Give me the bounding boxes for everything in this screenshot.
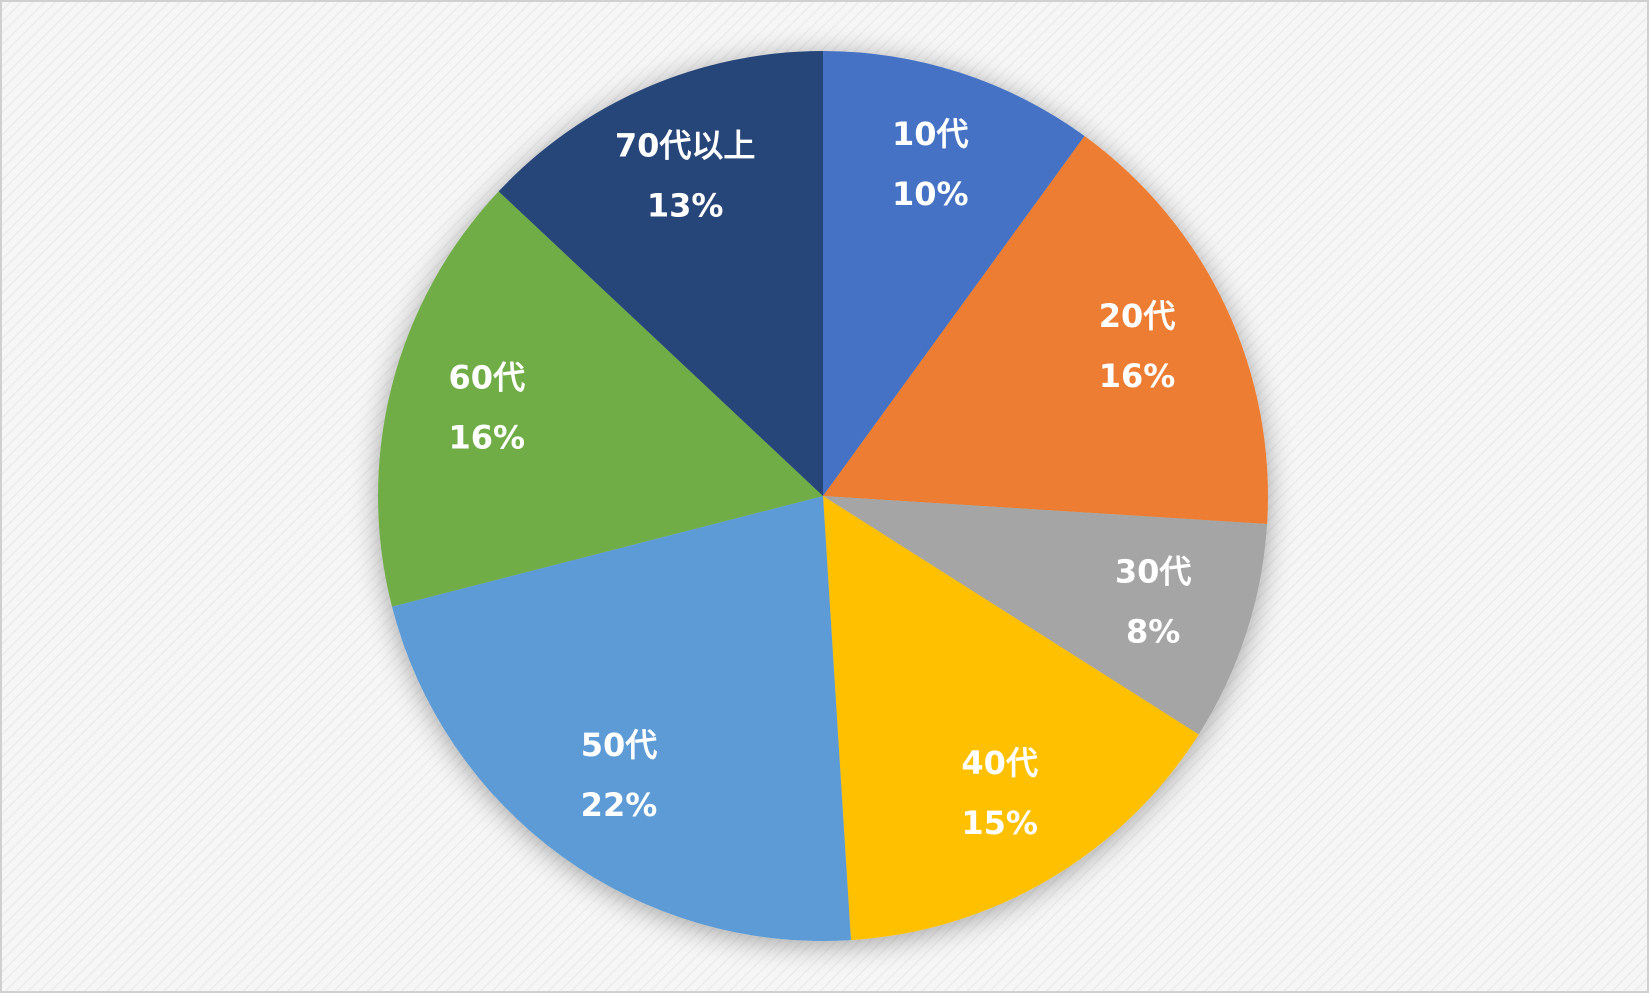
value-label: 13% <box>647 186 724 224</box>
value-label: 16% <box>449 419 526 457</box>
category-label: 10代 <box>892 115 969 153</box>
value-label: 16% <box>1099 357 1176 395</box>
labels: 10代 10% 20代 16% 30代 8% 40代 15% 50代 22% 60代 16% 70代以上… <box>449 115 1192 842</box>
category-label: 70代以上 <box>615 126 756 164</box>
value-label: 15% <box>961 804 1038 842</box>
slice <box>823 135 1269 524</box>
slice <box>823 496 1199 941</box>
slice <box>498 51 823 496</box>
pie <box>378 51 1269 941</box>
slice <box>391 496 851 941</box>
category-label: 50代 <box>581 726 658 764</box>
category-label: 20代 <box>1099 297 1176 335</box>
value-label: 10% <box>892 175 969 213</box>
category-label: 60代 <box>449 359 526 397</box>
category-label: 40代 <box>961 744 1038 782</box>
slice <box>378 191 823 607</box>
value-label: 22% <box>581 786 658 824</box>
slice <box>823 51 1085 496</box>
category-label: 30代 <box>1115 552 1192 590</box>
value-label: 8% <box>1126 612 1180 650</box>
slice <box>823 496 1268 735</box>
